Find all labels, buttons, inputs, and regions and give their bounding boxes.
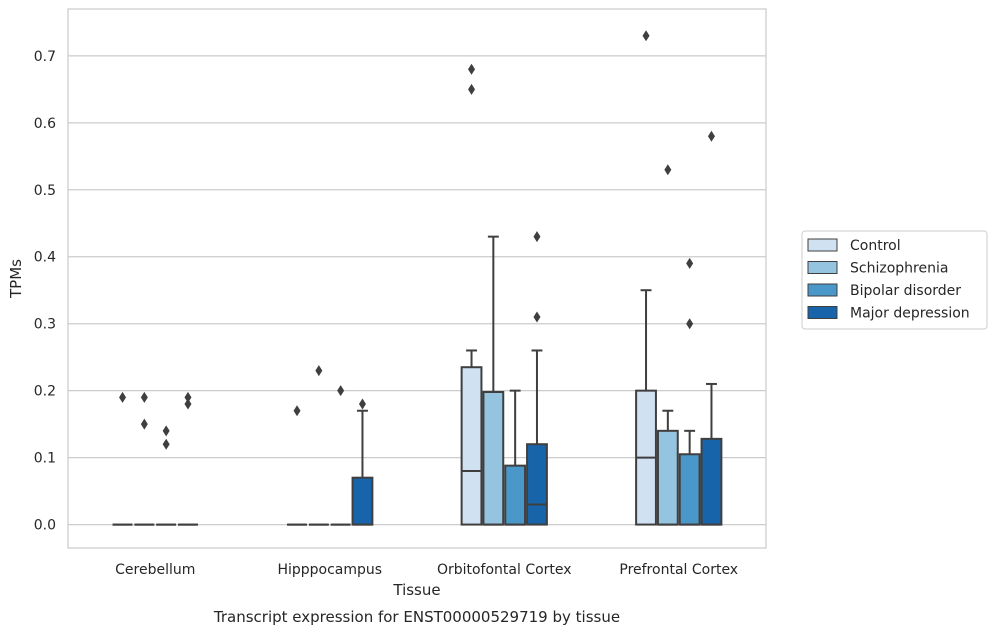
outlier-point (184, 398, 192, 410)
legend-entry-label: Bipolar disorder (850, 283, 961, 299)
outlier-point (533, 231, 541, 243)
box-control (287, 405, 307, 526)
box-groups (112, 30, 723, 526)
outlier-point (162, 425, 170, 437)
x-axis-ticks: Cerebellum Hipppocampus Orbitofontal Corte… (115, 562, 738, 578)
outlier-point (468, 63, 476, 75)
box-major-depression (351, 398, 374, 526)
y-tick-label: 0.0 (34, 518, 56, 534)
outlier-point (337, 385, 345, 397)
outlier-point (162, 438, 170, 450)
box-bipolar-disorder (156, 425, 177, 526)
x-axis-label: Tissue (392, 581, 440, 599)
legend-swatch (807, 306, 838, 319)
outlier-point (140, 418, 148, 430)
box-schizophrenia (308, 365, 329, 526)
box-bipolar-disorder (504, 389, 527, 526)
y-tick-label: 0.7 (34, 49, 56, 65)
box-control (112, 391, 133, 526)
box-bipolar-disorder (678, 257, 701, 526)
box-major-depression (700, 130, 723, 526)
box-iqr (656, 429, 679, 526)
outlier-point (642, 30, 650, 42)
y-tick-label: 0.1 (34, 451, 56, 467)
legend-swatch (807, 283, 838, 297)
outlier-point (315, 365, 323, 377)
box-iqr (504, 464, 527, 526)
box-major-depression (178, 391, 198, 526)
box-iqr (678, 453, 701, 526)
legend-entry-label: Control (850, 238, 901, 254)
legend-frame (801, 230, 988, 330)
x-tick-label: Orbitofontal Cortex (437, 562, 572, 578)
outlier-point (468, 83, 476, 95)
outlier-point (293, 405, 301, 417)
outlier-point (184, 391, 192, 403)
y-tick-label: 0.6 (34, 116, 56, 132)
y-axis-ticks: 0.0 0.1 0.2 0.3 0.4 0.5 0.6 0.7 (34, 49, 56, 534)
y-tick-label: 0.2 (34, 384, 56, 400)
box-iqr (351, 476, 374, 526)
box-control (460, 63, 483, 526)
legend-entry-label: Schizophrenia (850, 261, 948, 277)
chart-caption: Transcript expression for ENST0000052971… (213, 608, 620, 626)
box-schizophrenia (134, 391, 155, 526)
outlier-point (664, 164, 672, 176)
box-schizophrenia (656, 164, 679, 526)
y-axis-label: TPMs (7, 259, 25, 299)
legend-entry-label: Major depression (850, 306, 970, 322)
outlier-point (358, 398, 366, 410)
box-major-depression (526, 231, 548, 526)
box-control (635, 30, 657, 526)
gridlines (68, 55, 766, 526)
plot-area-frame (67, 8, 767, 549)
box-schizophrenia (482, 235, 505, 526)
outlier-point (707, 130, 715, 142)
box-iqr (700, 437, 723, 526)
outlier-point (686, 318, 694, 330)
outlier-point (119, 391, 127, 403)
y-tick-label: 0.4 (34, 250, 56, 266)
x-tick-label: Cerebellum (115, 562, 195, 578)
box-bipolar-disorder (330, 385, 351, 526)
outlier-point (533, 311, 541, 323)
legend-swatch (807, 261, 838, 274)
box-iqr (460, 366, 483, 526)
box-iqr (482, 390, 505, 526)
legend: Control Schizophrenia Bipolar disorder Majo… (801, 230, 988, 330)
y-tick-label: 0.3 (34, 317, 56, 333)
outlier-point (686, 257, 694, 269)
outlier-point (140, 391, 148, 403)
x-tick-label: Hipppocampus (277, 562, 382, 578)
box-iqr (526, 443, 548, 526)
legend-swatch (807, 238, 838, 252)
x-tick-label: Prefrontal Cortex (619, 562, 738, 578)
y-tick-label: 0.5 (34, 183, 56, 199)
